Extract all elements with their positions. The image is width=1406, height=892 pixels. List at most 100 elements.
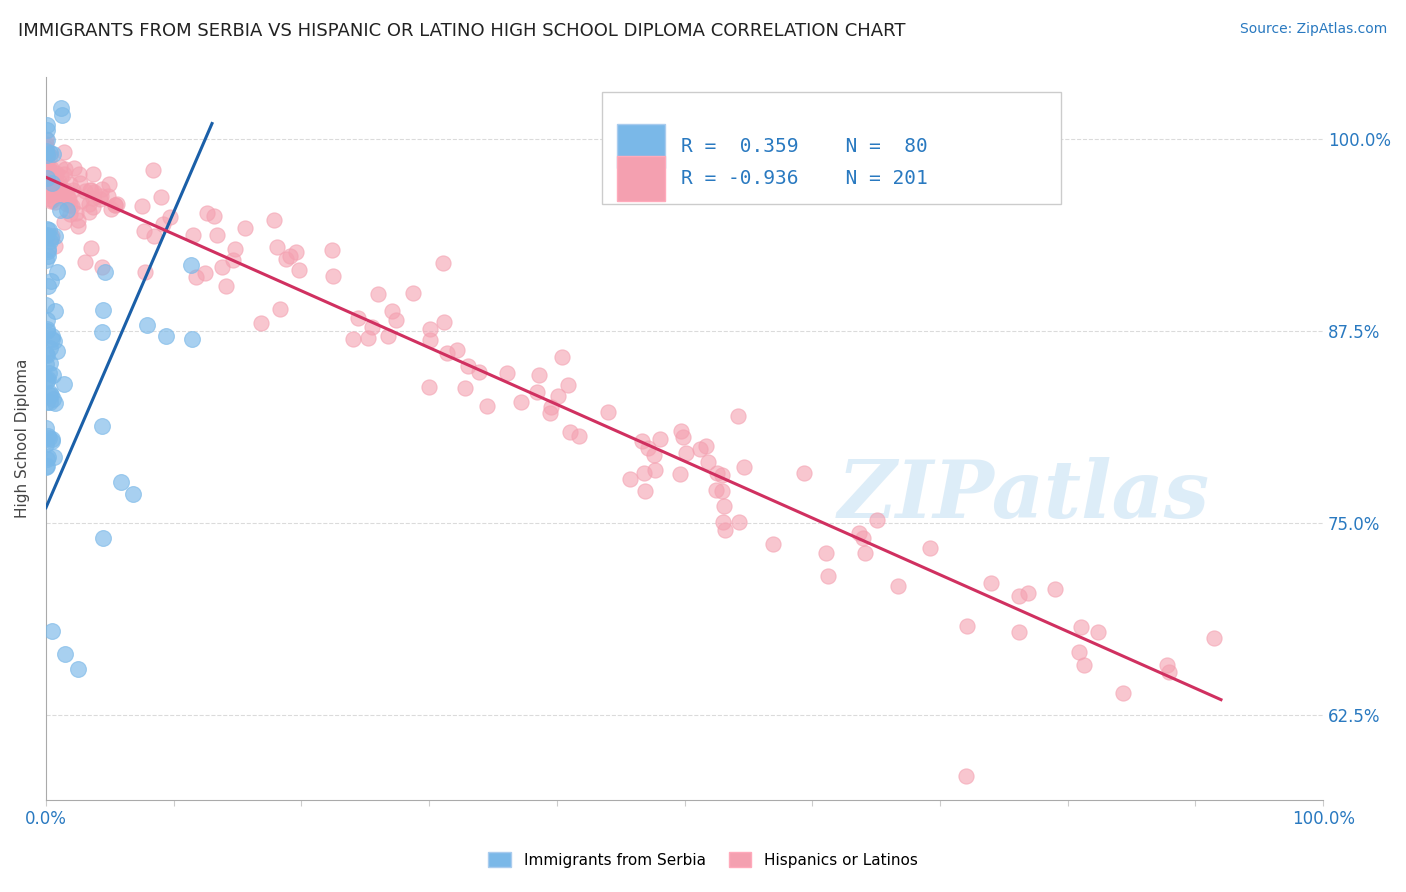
- Point: [53, 183, 76, 197]
- Point: [44, 396, 66, 410]
- Point: [39, 231, 62, 245]
- Point: [35, 164, 58, 178]
- Point: [710, 484, 733, 499]
- Point: [1017, 586, 1039, 600]
- Point: [44, 238, 66, 252]
- Point: [58, 193, 80, 207]
- Point: [814, 546, 837, 560]
- Point: [675, 446, 697, 460]
- Point: [38, 222, 60, 236]
- Point: [711, 515, 734, 529]
- Point: [91, 182, 114, 196]
- Point: [194, 266, 217, 280]
- Point: [266, 240, 288, 254]
- Point: [852, 531, 875, 545]
- Point: [37, 322, 59, 336]
- Point: [73, 255, 96, 269]
- Point: [538, 406, 561, 420]
- Point: [419, 334, 441, 348]
- Point: [35, 298, 58, 312]
- Point: [49, 202, 72, 217]
- Point: [35, 118, 58, 132]
- Point: [90, 325, 112, 339]
- Point: [454, 381, 477, 395]
- Point: [35, 145, 58, 159]
- Point: [42, 186, 65, 200]
- Point: [817, 569, 839, 583]
- Point: [59, 177, 82, 191]
- Point: [38, 356, 60, 370]
- Point: [322, 268, 344, 283]
- Point: [62, 183, 84, 197]
- Point: [41, 177, 63, 191]
- Point: [41, 332, 63, 346]
- Point: [35, 163, 58, 178]
- Point: [49, 101, 72, 115]
- Point: [650, 433, 672, 447]
- Point: [35, 347, 58, 361]
- Point: [38, 176, 60, 190]
- Point: [38, 185, 60, 199]
- Point: [848, 526, 870, 541]
- Point: [35, 154, 58, 169]
- Point: [37, 395, 59, 409]
- Point: [433, 315, 456, 329]
- Point: [42, 147, 65, 161]
- Point: [263, 213, 285, 227]
- Point: [35, 421, 58, 435]
- Point: [91, 260, 114, 275]
- Point: [457, 359, 479, 373]
- Point: [41, 434, 63, 448]
- Point: [468, 366, 491, 380]
- Point: [41, 192, 63, 206]
- Point: [1087, 624, 1109, 639]
- Point: [728, 516, 751, 530]
- Point: [37, 458, 59, 473]
- Point: [83, 186, 105, 200]
- Point: [37, 452, 59, 467]
- Point: [45, 179, 67, 194]
- Point: [381, 304, 404, 318]
- Point: [94, 265, 117, 279]
- Point: [432, 256, 454, 270]
- Point: [149, 190, 172, 204]
- Point: [866, 513, 889, 527]
- Point: [37, 161, 59, 175]
- Point: [39, 173, 62, 187]
- Point: [39, 274, 62, 288]
- Point: [51, 108, 73, 122]
- Point: [527, 368, 550, 382]
- Point: [233, 221, 256, 235]
- Point: [55, 197, 77, 211]
- Point: [35, 460, 58, 475]
- Point: [222, 253, 245, 268]
- Point: [547, 389, 569, 403]
- Point: [419, 322, 441, 336]
- Point: [357, 330, 380, 344]
- Point: [643, 448, 665, 462]
- Point: [65, 206, 87, 220]
- Point: [35, 313, 58, 327]
- Point: [37, 147, 59, 161]
- Point: [1070, 620, 1092, 634]
- Legend: Immigrants from Serbia, Hispanics or Latinos: Immigrants from Serbia, Hispanics or Lat…: [481, 844, 925, 875]
- Point: [697, 455, 720, 469]
- Point: [39, 168, 62, 182]
- Point: [446, 343, 468, 357]
- Point: [37, 278, 59, 293]
- Point: [38, 366, 60, 380]
- Point: [41, 175, 63, 189]
- Point: [560, 425, 582, 439]
- Point: [980, 576, 1002, 591]
- Point: [1204, 632, 1226, 646]
- Point: [38, 387, 60, 401]
- Point: [59, 198, 82, 212]
- Point: [35, 186, 58, 201]
- Point: [38, 188, 60, 202]
- Point: [97, 177, 120, 191]
- Point: [695, 439, 717, 453]
- Point: [184, 270, 207, 285]
- Point: [122, 487, 145, 501]
- Point: [37, 242, 59, 256]
- Point: [53, 162, 76, 177]
